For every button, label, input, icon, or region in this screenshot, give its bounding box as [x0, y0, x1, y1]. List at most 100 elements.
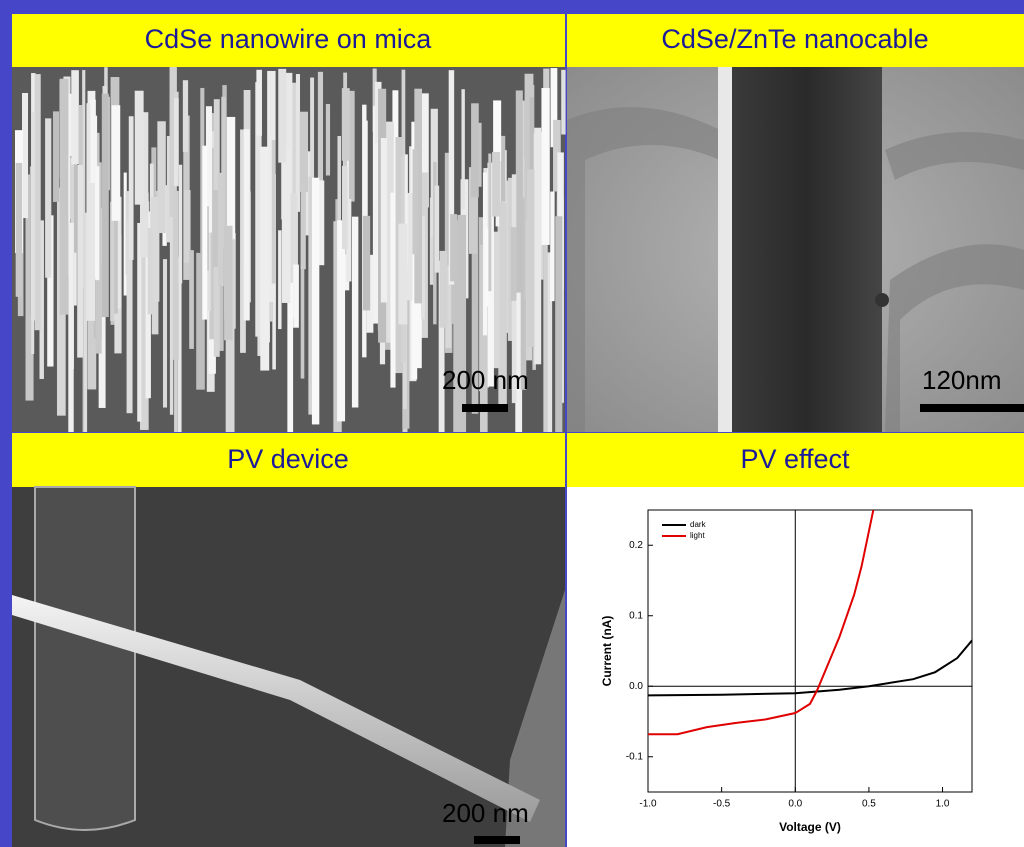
- nanowire: [301, 261, 305, 378]
- x-tick-label: -1.0: [639, 799, 657, 810]
- device-image: [12, 487, 565, 847]
- nanowire: [35, 74, 41, 330]
- nanowire: [272, 140, 276, 283]
- nanowire: [45, 118, 51, 277]
- x-tick-label: 1.0: [936, 799, 950, 810]
- nanowire: [555, 216, 562, 432]
- y-tick-label: -0.1: [626, 751, 644, 762]
- nanowire: [488, 154, 491, 292]
- nanowire: [16, 163, 22, 297]
- nanowire: [202, 146, 207, 320]
- scale-label: 120nm: [922, 365, 1002, 395]
- nanowire: [516, 90, 523, 292]
- nanowire: [77, 165, 83, 358]
- nanowire: [493, 100, 501, 161]
- nanowire: [485, 228, 488, 306]
- nanowire: [541, 88, 549, 245]
- nanowire: [534, 133, 540, 333]
- nanowire: [179, 165, 182, 284]
- x-tick-label: -0.5: [713, 799, 731, 810]
- nanowire: [342, 88, 350, 161]
- nanowire: [174, 98, 179, 186]
- panel-title: CdSe nanowire on mica: [145, 24, 433, 54]
- nanowire: [95, 166, 99, 280]
- y-tick-label: 0.1: [629, 610, 643, 621]
- nanowire: [398, 224, 407, 325]
- nanowire: [189, 250, 194, 349]
- nanowire: [412, 149, 417, 254]
- nanowire: [183, 80, 188, 152]
- nanowire: [90, 100, 96, 183]
- nanowire: [492, 152, 500, 217]
- legend-label: light: [690, 531, 705, 540]
- nanowire: [148, 228, 153, 314]
- nanowire: [278, 69, 286, 163]
- nanowire: [312, 178, 319, 425]
- legend-label: dark: [690, 520, 707, 529]
- nanowire: [218, 173, 224, 286]
- nanowire: [256, 70, 262, 136]
- nanowire: [112, 105, 121, 221]
- y-tick-label: 0.2: [629, 540, 643, 551]
- nanowire: [342, 166, 348, 249]
- nanowire: [471, 103, 479, 197]
- y-axis-label: Current (nA): [600, 616, 614, 687]
- y-tick-label: 0.0: [629, 681, 643, 692]
- nanowire: [457, 215, 466, 432]
- nanowire: [213, 190, 218, 267]
- nanowire: [435, 186, 440, 273]
- nanowire: [352, 217, 358, 408]
- nanowire: [326, 104, 330, 175]
- nanowire: [381, 138, 387, 302]
- nanowire: [173, 191, 179, 360]
- nanowire: [157, 121, 165, 233]
- panel-title: PV device: [227, 444, 349, 474]
- scale-bar: [462, 404, 508, 412]
- nanowire: [337, 220, 345, 421]
- nanowire: [260, 147, 269, 371]
- nanocable-core: [732, 67, 882, 432]
- nanowire: [278, 230, 281, 329]
- nanowire: [102, 94, 109, 317]
- nanowire: [511, 227, 517, 301]
- scale-label: 200 nm: [442, 798, 529, 828]
- nanowire: [68, 223, 73, 432]
- nanowire: [550, 192, 554, 302]
- nanowire: [300, 112, 308, 192]
- nanowire: [296, 74, 300, 212]
- slide: CdSe nanowire on mica CdSe/ZnTe nanocabl…: [0, 0, 1024, 847]
- electrode: [35, 487, 135, 830]
- x-axis-label: Voltage (V): [779, 820, 841, 834]
- scale-bar: [920, 404, 1024, 412]
- nanowire: [543, 227, 547, 432]
- particle: [875, 293, 889, 307]
- nanowire: [135, 91, 144, 205]
- panel-title: CdSe/ZnTe nanocable: [661, 24, 928, 54]
- nanowire: [363, 216, 370, 311]
- nanowire: [390, 193, 395, 388]
- nanowire: [450, 214, 457, 281]
- nanowire: [244, 129, 250, 320]
- nanowire: [163, 259, 167, 407]
- nanowire: [440, 251, 448, 328]
- panel-title: PV effect: [740, 444, 850, 474]
- nanowire: [461, 89, 464, 209]
- scale-label: 200 nm: [442, 365, 529, 395]
- nanowire: [227, 117, 236, 239]
- scale-bar: [474, 836, 520, 844]
- nanowire: [60, 79, 69, 315]
- nanowire: [527, 169, 535, 347]
- x-tick-label: 0.0: [788, 799, 802, 810]
- nanowire: [319, 180, 324, 265]
- nanowire: [71, 70, 79, 164]
- nanowire: [561, 70, 565, 135]
- nanowire: [53, 111, 59, 202]
- nanowire: [224, 226, 232, 340]
- nanowire: [293, 265, 299, 328]
- nanowire: [31, 112, 34, 354]
- shell-edge: [718, 67, 734, 432]
- nanowire: [301, 183, 306, 269]
- nanowire: [129, 116, 134, 260]
- nanowire: [282, 149, 291, 303]
- x-tick-label: 0.5: [862, 799, 876, 810]
